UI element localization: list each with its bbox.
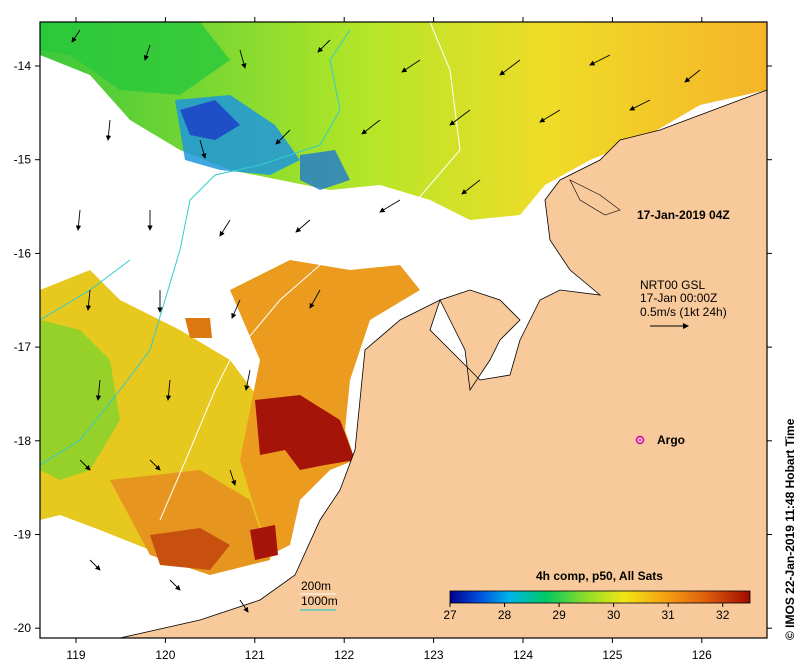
sst-hot-west [150, 528, 230, 570]
colorbar-tick-label: 30 [607, 608, 621, 622]
current-info-line1: NRT00 GSL [640, 278, 705, 292]
y-tick-label: -19 [14, 528, 32, 542]
colorbar-title: 4h comp, p50, All Sats [536, 569, 663, 583]
colorbar-tick-label: 32 [716, 608, 730, 622]
map-area: 17-Jan-2019 04Z NRT00 GSL 17-Jan 00:00Z … [40, 22, 767, 638]
y-tick-label: -16 [14, 246, 32, 260]
isobath-1000m [40, 29, 351, 466]
sst-cool-patch-2 [300, 150, 350, 190]
land-mass [119, 22, 767, 638]
y-tick-label: -20 [14, 621, 32, 635]
isobath-legend-1000m: 1000m [301, 594, 338, 608]
x-tick-label: 119 [66, 648, 85, 662]
sst-hot-core [255, 395, 355, 470]
sst-west-orange [110, 470, 270, 575]
sst-cold-patch [180, 100, 240, 140]
argo-marker [635, 435, 645, 445]
x-tick-label: 123 [424, 648, 444, 662]
colorbar-tick-label: 28 [498, 608, 512, 622]
x-tick-label: 122 [334, 648, 354, 662]
sst-green-west [40, 22, 230, 95]
isobath-legend-200m: 200m [301, 579, 331, 593]
colorbar-ticks: 27 28 29 30 31 32 [443, 603, 730, 622]
x-tick-label: 124 [513, 648, 533, 662]
map-date-label: 17-Jan-2019 04Z [637, 208, 730, 222]
sst-hot-south [250, 525, 278, 560]
sst-west-green [40, 320, 120, 480]
y-tick-label: -18 [14, 434, 32, 448]
colorbar-tick-label: 27 [443, 608, 457, 622]
x-tick-label: 126 [692, 648, 712, 662]
x-axis: 119 120 121 122 123 124 125 126 [66, 17, 712, 662]
isobath-200m [159, 22, 461, 521]
current-info-line2: 17-Jan 00:00Z [640, 291, 717, 305]
argo-label: Argo [657, 433, 685, 447]
x-tick-label: 125 [602, 648, 622, 662]
x-tick-label: 120 [155, 648, 175, 662]
land-cape [569, 179, 621, 216]
current-vectors [71, 29, 701, 613]
current-info-line3: 0.5m/s (1kt 24h) [640, 305, 727, 319]
sst-orange-patch [185, 318, 212, 338]
credit-label: © IMOS 22-Jan-2019 11:48 Hobart Time [783, 418, 797, 640]
sst-central-band [230, 260, 420, 555]
colorbar-tick-label: 29 [552, 608, 566, 622]
colorbar [449, 590, 751, 604]
x-tick-label: 121 [245, 648, 265, 662]
colorbar-tick-label: 31 [662, 608, 676, 622]
y-tick-label: -14 [14, 59, 32, 73]
map-border [39, 21, 768, 639]
y-tick-label: -17 [14, 340, 32, 354]
sst-north-band [40, 22, 767, 220]
y-tick-label: -15 [14, 153, 32, 167]
y-axis: -14 -15 -16 -17 -18 -19 -20 [14, 59, 772, 635]
